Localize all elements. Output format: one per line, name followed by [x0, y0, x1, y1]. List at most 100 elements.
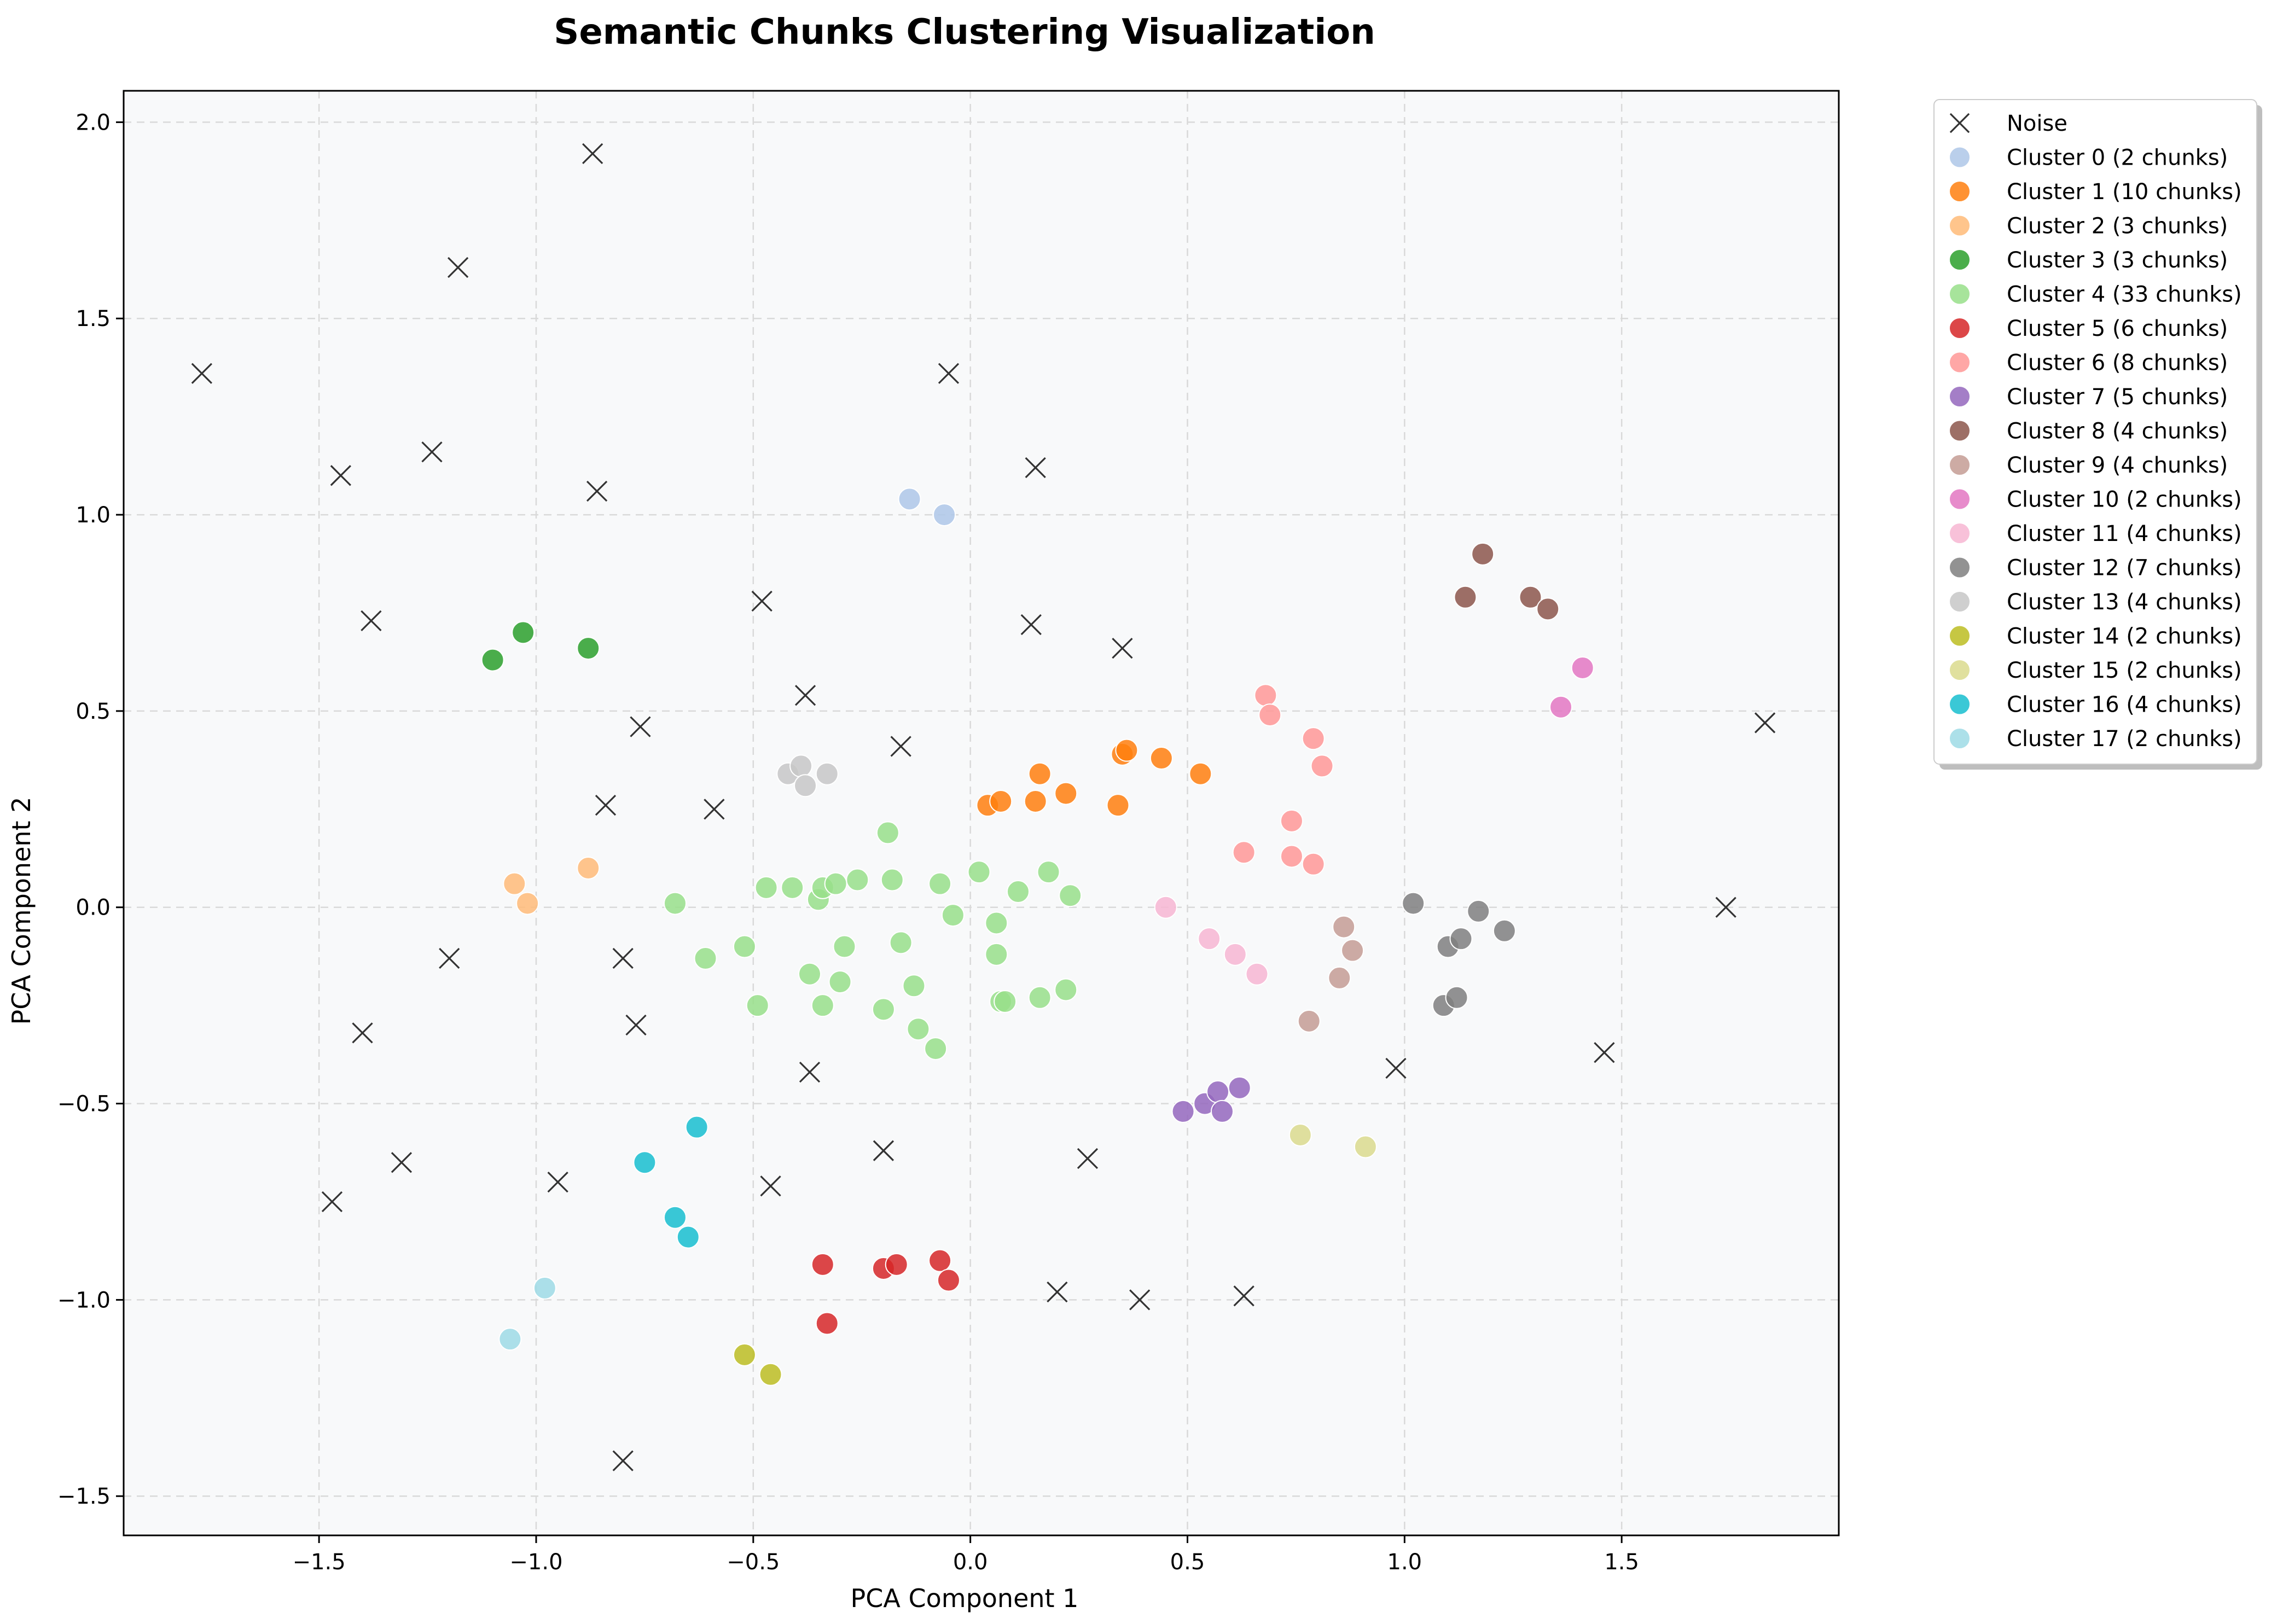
data-point	[1129, 1289, 1151, 1311]
legend-label: Cluster 9 (4 chunks)	[2007, 453, 2228, 478]
data-point	[1059, 884, 1082, 907]
legend-marker	[1949, 454, 1971, 476]
data-point	[933, 503, 956, 527]
legend-marker	[1949, 625, 1971, 647]
data-point	[663, 1206, 687, 1229]
legend-marker	[1949, 693, 1971, 715]
legend-label: Cluster 14 (2 chunks)	[2007, 624, 2242, 649]
legend-marker	[1949, 351, 1971, 374]
legend-entry: Noise	[1949, 111, 2067, 136]
legend-label: Cluster 7 (5 chunks)	[2007, 385, 2228, 410]
legend-marker	[1949, 727, 1971, 749]
data-point	[1025, 457, 1046, 479]
legend-marker	[1949, 659, 1971, 681]
data-point	[754, 876, 778, 899]
series-15	[733, 1343, 782, 1386]
legend-entry: Cluster 15 (2 chunks)	[1949, 658, 2242, 683]
data-point	[503, 872, 526, 895]
x-tick-label: 0.0	[953, 1550, 988, 1575]
legend-entry: Cluster 12 (7 chunks)	[1949, 556, 2242, 581]
legend-label: Cluster 0 (2 chunks)	[2007, 145, 2228, 171]
data-point	[1054, 978, 1078, 1002]
legend-marker	[1949, 420, 1971, 442]
legend-entry: Cluster 8 (4 chunks)	[1949, 419, 2228, 444]
data-point	[815, 1312, 839, 1335]
data-points	[191, 143, 1776, 1471]
data-point	[889, 931, 913, 954]
data-point	[833, 935, 856, 958]
chart-title: Semantic Chunks Clustering Visualization	[554, 12, 1375, 53]
data-point	[1024, 789, 1047, 813]
data-point	[1549, 695, 1573, 719]
data-point	[1206, 1080, 1230, 1104]
data-point	[1715, 897, 1736, 918]
legend-marker	[1949, 522, 1971, 544]
data-point	[760, 1175, 781, 1197]
x-tick-label: 1.5	[1604, 1550, 1639, 1575]
data-point	[759, 1363, 782, 1386]
series-8	[1171, 1076, 1251, 1123]
data-point	[985, 911, 1008, 935]
legend-label: Cluster 11 (4 chunks)	[2007, 521, 2242, 546]
legend-marker	[1949, 556, 1971, 579]
y-tick-label: 0.0	[75, 895, 111, 921]
data-point	[811, 1253, 834, 1276]
data-point	[352, 1022, 373, 1044]
x-axis-label: PCA Component 1	[851, 1584, 1079, 1613]
legend-marker	[1949, 317, 1971, 339]
legend-entry: Cluster 3 (3 chunks)	[1949, 248, 2228, 273]
data-point	[1280, 845, 1303, 868]
legend-label: Cluster 10 (2 chunks)	[2007, 487, 2242, 513]
data-point	[321, 1191, 343, 1213]
data-point	[1536, 597, 1560, 621]
legend-label: Cluster 6 (8 chunks)	[2007, 351, 2228, 376]
data-point	[898, 487, 921, 511]
legend-entry: Cluster 14 (2 chunks)	[1949, 624, 2242, 649]
data-point	[1280, 809, 1303, 833]
data-point	[985, 942, 1008, 966]
data-point	[439, 947, 460, 969]
data-point	[533, 1276, 556, 1300]
series-11	[1549, 656, 1594, 719]
data-point	[1189, 762, 1212, 785]
series-18	[498, 1276, 556, 1351]
legend-marker	[1949, 386, 1971, 408]
data-point	[1245, 962, 1269, 986]
legend-marker	[1949, 249, 1971, 271]
data-point	[1341, 939, 1364, 962]
data-point	[577, 856, 600, 880]
data-point	[1233, 1285, 1254, 1307]
series-9	[1454, 542, 1560, 621]
series-12	[1154, 895, 1269, 986]
data-point	[733, 935, 756, 958]
series-7	[1232, 684, 1334, 876]
data-point	[1020, 614, 1042, 636]
legend-label: Cluster 13 (4 chunks)	[2007, 590, 2242, 615]
y-tick-label: 0.5	[75, 699, 111, 724]
data-point	[1445, 986, 1468, 1009]
data-point	[828, 970, 852, 994]
legend-entry: Cluster 16 (4 chunks)	[1949, 692, 2242, 718]
data-point	[361, 610, 382, 631]
legend: Noise Cluster 0 (2 chunks) Cluster 1 (10 c…	[1933, 99, 2262, 770]
axis-ticks: −1.5 −1.0 −0.5 0.0 0.5 1.0 1.5 −1.5 −1.0 −0.5 0.0 0…	[57, 110, 1639, 1575]
legend-label: Cluster 5 (6 chunks)	[2007, 316, 2228, 341]
data-point	[633, 1151, 657, 1174]
data-point	[746, 994, 769, 1017]
legend-entry: Cluster 2 (3 chunks)	[1949, 214, 2228, 239]
data-point	[704, 799, 725, 820]
y-axis-label: PCA Component 2	[7, 797, 36, 1025]
legend-entry: Cluster 10 (2 chunks)	[1949, 487, 2242, 513]
x-tick-label: −0.5	[727, 1550, 780, 1575]
data-point	[191, 363, 212, 384]
series-4	[481, 621, 600, 672]
data-point	[794, 685, 816, 706]
data-point	[547, 1171, 568, 1193]
data-point	[798, 962, 821, 986]
x-tick-label: 0.5	[1170, 1550, 1205, 1575]
data-point	[781, 876, 804, 899]
series-2	[976, 738, 1212, 817]
data-point	[1754, 712, 1776, 734]
data-point	[330, 465, 351, 486]
data-point	[1492, 919, 1516, 942]
